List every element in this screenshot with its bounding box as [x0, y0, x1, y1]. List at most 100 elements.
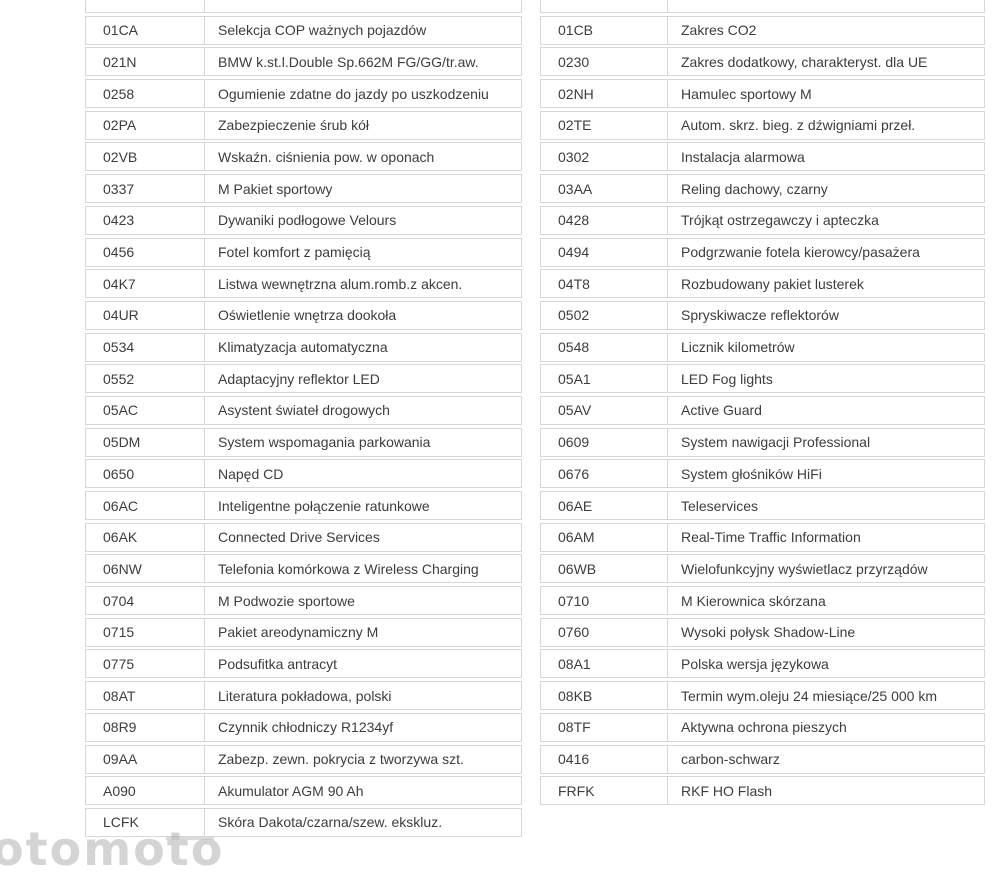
option-code: 01CA	[86, 16, 205, 44]
option-description: carbon-schwarz	[681, 751, 780, 767]
option-code: 02VB	[86, 143, 205, 171]
table-row: 06AE Teleservices	[540, 491, 985, 520]
table-row: 0302 Instalacja alarmowa	[540, 142, 985, 172]
option-description: Telefonia komórkowa z Wireless Charging	[218, 560, 479, 577]
table-row: 09AA Zabezp. zewn. pokrycia z tworzywa sz…	[85, 744, 522, 774]
option-description: Polska wersja językowa	[681, 655, 829, 672]
table-row: 04UR Oświetlenie wnętrza dookoła	[85, 300, 522, 330]
option-description: Asystent świateł drogowych	[218, 402, 390, 419]
option-code: 0302	[541, 143, 668, 171]
option-code: 08A1	[541, 650, 668, 678]
options-table-left: 01CA Selekcja COP ważnych pojazdów 021N BMW…	[85, 0, 522, 840]
option-description: Ogumienie zdatne do jazdy po uszkodzeniu	[218, 85, 489, 102]
options-table-right: 01CB Zakres CO2 0230 Zakres dodatkowy, char…	[540, 0, 985, 808]
table-row: 0715 Pakiet areodynamiczny M	[85, 617, 522, 647]
option-code: 0552	[86, 365, 205, 393]
option-description: System nawigacji Professional	[681, 434, 871, 451]
option-code: 08AT	[86, 682, 205, 710]
option-code: 05A1	[541, 365, 668, 393]
table-row: 05DM System wspomagania parkowania	[85, 427, 522, 457]
watermark-dash	[166, 837, 214, 840]
table-row: 08KB Termin wym.oleju 24 miesiące/25 000 …	[540, 681, 985, 711]
option-code: 0715	[86, 618, 205, 646]
table-row: 08AT Literatura pokładowa, polski	[85, 681, 522, 711]
option-description: Licznik kilometrów	[681, 339, 795, 356]
option-code: 0704	[86, 587, 205, 615]
option-code	[86, 0, 205, 12]
option-description: Podsufitka antracyt	[218, 655, 338, 672]
table-row: 0337 M Pakiet sportowy	[85, 174, 522, 204]
option-description: System głośników HiFi	[681, 465, 822, 482]
option-description: System wspomagania parkowania	[218, 434, 431, 451]
option-description	[668, 0, 984, 12]
option-code: 05DM	[86, 428, 205, 456]
partial-row-top	[540, 0, 985, 13]
table-row: 0775 Podsufitka antracyt	[85, 649, 522, 679]
table-row: 08R9 Czynnik chłodniczy R1234yf	[85, 712, 522, 742]
option-code: 04K7	[86, 270, 205, 298]
option-code: 06WB	[541, 555, 668, 583]
option-code: 0534	[86, 333, 205, 361]
table-row: 0258 Ogumienie zdatne do jazdy po uszkodz…	[85, 79, 522, 109]
table-row: 05AC Asystent świateł drogowych	[85, 395, 522, 425]
table-row: A090 Akumulator AGM 90 Ah	[85, 776, 522, 806]
partial-row-top	[85, 0, 522, 13]
option-code: 08KB	[541, 682, 668, 710]
table-row: 0760 Wysoki połysk Shadow-Line	[540, 617, 985, 647]
option-description: Fotel komfort z pamięcią	[218, 244, 371, 260]
option-description: M Kierownica skórzana	[681, 592, 826, 609]
table-row: 02TE Autom. skrz. bieg. z dźwigniami prze…	[540, 110, 985, 140]
option-code: 02PA	[86, 111, 205, 139]
option-code: 06AM	[541, 523, 668, 551]
option-code: 0548	[541, 333, 668, 361]
option-description: Rozbudowany pakiet lusterek	[681, 275, 864, 292]
option-description: Termin wym.oleju 24 miesiące/25 000 km	[681, 687, 937, 704]
option-description: Connected Drive Services	[218, 529, 380, 546]
option-description: Hamulec sportowy M	[681, 85, 812, 102]
table-row: 0548 Licznik kilometrów	[540, 332, 985, 362]
option-code: 0650	[86, 460, 205, 488]
option-description: Zakres dodatkowy, charakteryst. dla UE	[681, 53, 928, 70]
option-description: Napęd CD	[218, 465, 284, 482]
option-description: Adaptacyjny reflektor LED	[218, 370, 380, 387]
table-row: 06AC Inteligentne połączenie ratunkowe	[85, 491, 522, 520]
option-code: 06AE	[541, 492, 668, 519]
option-description: Listwa wewnętrzna alum.romb.z akcen.	[218, 275, 463, 292]
option-code	[541, 0, 668, 12]
option-description: Selekcja COP ważnych pojazdów	[218, 22, 427, 39]
option-description: Trójkąt ostrzegawczy i apteczka	[681, 212, 879, 229]
option-code: 0760	[541, 618, 668, 646]
option-description: Podgrzwanie fotela kierowcy/pasażera	[681, 244, 920, 260]
option-description: Aktywna ochrona pieszych	[681, 719, 847, 736]
table-row: 0502 Spryskiwacze reflektorów	[540, 300, 985, 330]
table-row: 02NH Hamulec sportowy M	[540, 79, 985, 109]
option-description	[205, 0, 521, 12]
option-code: 04T8	[541, 270, 668, 298]
table-row: 021N BMW k.st.l.Double Sp.662M FG/GG/tr.a…	[85, 47, 522, 77]
option-code: 02NH	[541, 80, 668, 108]
table-row: 0676 System głośników HiFi	[540, 459, 985, 489]
option-description: Wskaźn. ciśnienia pow. w oponach	[218, 148, 435, 165]
option-description: Pakiet areodynamiczny M	[218, 624, 379, 641]
table-row: 04K7 Listwa wewnętrzna alum.romb.z akcen.	[85, 269, 522, 299]
option-code: 0609	[541, 428, 668, 456]
table-row: LCFK Skóra Dakota/czarna/szew. ekskluz.	[85, 807, 522, 837]
option-description: Autom. skrz. bieg. z dźwigniami przeł.	[681, 117, 916, 134]
option-code: 021N	[86, 48, 205, 76]
option-code: 0676	[541, 460, 668, 488]
option-code: 05AV	[541, 396, 668, 424]
option-description: LED Fog lights	[681, 370, 773, 387]
table-row: 04T8 Rozbudowany pakiet lusterek	[540, 269, 985, 299]
option-description: Klimatyzacja automatyczna	[218, 339, 388, 356]
option-code: 05AC	[86, 396, 205, 424]
option-code: 02TE	[541, 111, 668, 139]
option-code: 01CB	[541, 16, 668, 44]
option-code: 0416	[541, 745, 668, 773]
table-row: 0428 Trójkąt ostrzegawczy i apteczka	[540, 205, 985, 235]
table-row: 06AM Real-Time Traffic Information	[540, 522, 985, 552]
option-description: Reling dachowy, czarny	[681, 180, 828, 197]
option-description: Dywaniki podłogowe Velours	[218, 212, 397, 229]
option-description: Czynnik chłodniczy R1234yf	[218, 719, 394, 736]
table-row: 0609 System nawigacji Professional	[540, 427, 985, 457]
table-row: 0423 Dywaniki podłogowe Velours	[85, 205, 522, 235]
